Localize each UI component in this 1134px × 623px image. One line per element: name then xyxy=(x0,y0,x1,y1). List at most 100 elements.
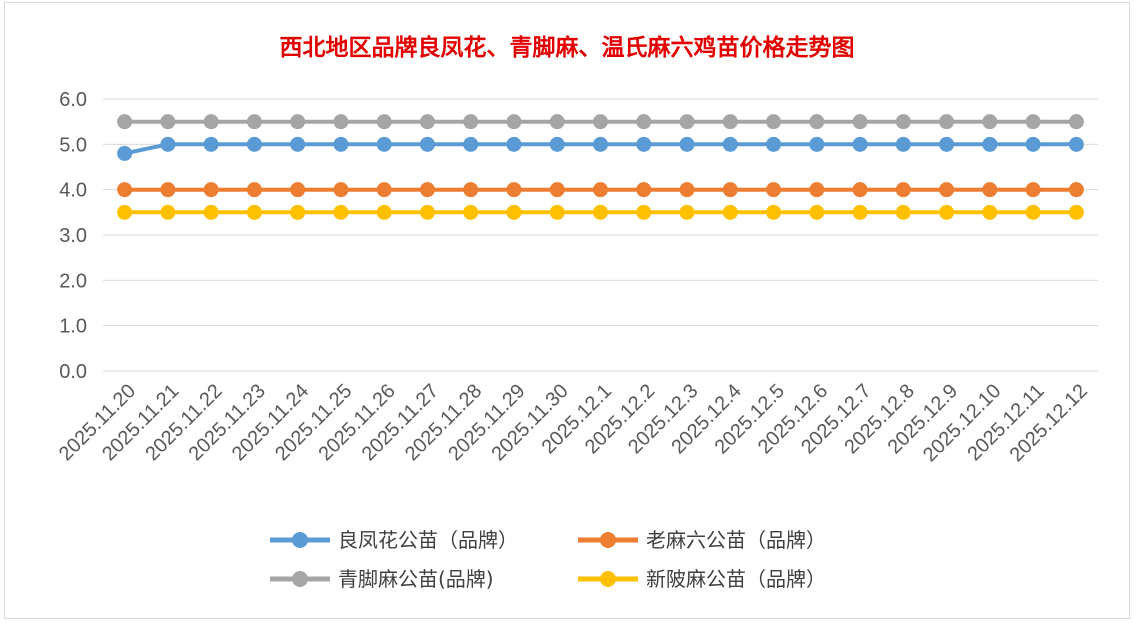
data-point xyxy=(982,136,998,152)
data-point xyxy=(333,204,349,220)
data-point xyxy=(463,182,479,198)
data-point xyxy=(117,114,133,130)
data-point xyxy=(766,114,782,130)
y-tick-label: 5.0 xyxy=(59,134,87,156)
data-point xyxy=(895,182,911,198)
data-point xyxy=(982,204,998,220)
data-point xyxy=(939,114,955,130)
data-point xyxy=(246,204,262,220)
data-point xyxy=(679,182,695,198)
data-point xyxy=(333,136,349,152)
data-point xyxy=(766,182,782,198)
data-point xyxy=(809,114,825,130)
data-point xyxy=(852,114,868,130)
data-point xyxy=(982,114,998,130)
legend-swatch-marker xyxy=(600,571,616,587)
data-point xyxy=(463,114,479,130)
data-point xyxy=(290,182,306,198)
data-point xyxy=(117,204,133,220)
y-tick-label: 3.0 xyxy=(59,225,87,247)
data-point xyxy=(160,136,176,152)
data-point xyxy=(333,114,349,130)
data-point xyxy=(722,114,738,130)
data-point xyxy=(376,204,392,220)
y-tick-label: 4.0 xyxy=(59,180,87,202)
chart-frame xyxy=(4,2,1130,619)
data-point xyxy=(852,136,868,152)
data-point xyxy=(160,204,176,220)
data-point xyxy=(376,182,392,198)
data-point xyxy=(290,136,306,152)
data-point xyxy=(636,204,652,220)
data-point xyxy=(593,114,608,130)
data-point xyxy=(1068,114,1084,130)
data-point xyxy=(895,204,911,220)
data-point xyxy=(463,204,479,220)
data-point xyxy=(722,182,738,198)
y-tick-label: 1.0 xyxy=(59,316,87,338)
data-point xyxy=(419,204,435,220)
data-point xyxy=(593,136,608,152)
data-point xyxy=(549,114,565,130)
data-point xyxy=(203,114,219,130)
data-point xyxy=(203,204,219,220)
data-point xyxy=(203,182,219,198)
data-point xyxy=(809,204,825,220)
data-point xyxy=(549,182,565,198)
data-point xyxy=(679,114,695,130)
data-point xyxy=(246,136,262,152)
data-point xyxy=(636,114,652,130)
data-point xyxy=(1068,136,1084,152)
data-point xyxy=(246,114,262,130)
data-point xyxy=(895,114,911,130)
data-point xyxy=(939,136,955,152)
y-tick-label: 2.0 xyxy=(59,270,87,292)
data-point xyxy=(419,136,435,152)
data-point xyxy=(419,182,435,198)
legend-label: 青脚麻公苗(品牌) xyxy=(338,567,494,591)
data-point xyxy=(766,136,782,152)
data-point xyxy=(290,204,306,220)
data-point xyxy=(679,204,695,220)
y-tick-label: 0.0 xyxy=(59,361,87,383)
data-point xyxy=(506,182,522,198)
data-point xyxy=(939,204,955,220)
chart-title: 西北地区品牌良凤花、青脚麻、温氏麻六鸡苗价格走势图 xyxy=(279,34,855,61)
data-point xyxy=(376,114,392,130)
data-point xyxy=(895,136,911,152)
data-point xyxy=(809,182,825,198)
data-point xyxy=(203,136,219,152)
data-point xyxy=(376,136,392,152)
data-point xyxy=(506,204,522,220)
data-point xyxy=(809,136,825,152)
data-point xyxy=(939,182,955,198)
legend-swatch-marker xyxy=(292,571,308,587)
data-point xyxy=(852,204,868,220)
data-point xyxy=(117,145,133,161)
legend-swatch-marker xyxy=(600,532,616,548)
data-point xyxy=(160,182,176,198)
data-point xyxy=(593,204,608,220)
data-point xyxy=(1025,136,1041,152)
data-point xyxy=(679,136,695,152)
data-point xyxy=(636,136,652,152)
data-point xyxy=(1025,204,1041,220)
data-point xyxy=(1025,182,1041,198)
data-point xyxy=(766,204,782,220)
data-point xyxy=(419,114,435,130)
data-point xyxy=(1068,182,1084,198)
data-point xyxy=(1025,114,1041,130)
legend-label: 良凤花公苗（品牌） xyxy=(338,528,518,552)
data-point xyxy=(1068,204,1084,220)
y-tick-label: 6.0 xyxy=(59,89,87,111)
data-point xyxy=(463,136,479,152)
data-point xyxy=(982,182,998,198)
data-point xyxy=(506,136,522,152)
data-point xyxy=(246,182,262,198)
legend-label: 新陂麻公苗（品牌） xyxy=(646,567,826,591)
data-point xyxy=(506,114,522,130)
legend-label: 老麻六公苗（品牌） xyxy=(646,528,826,552)
data-point xyxy=(722,136,738,152)
data-point xyxy=(636,182,652,198)
